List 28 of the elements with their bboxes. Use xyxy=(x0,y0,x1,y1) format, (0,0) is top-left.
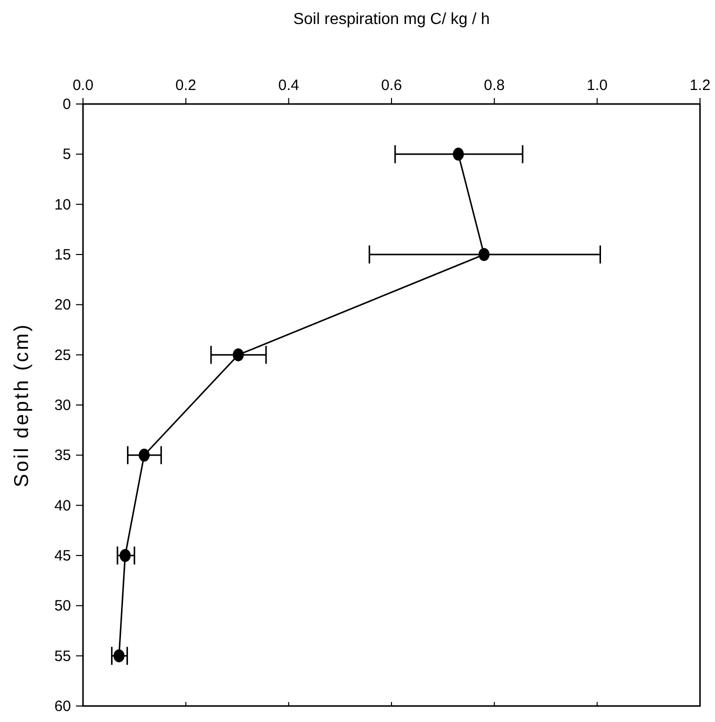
point xyxy=(113,649,124,662)
y-tick-label: 45 xyxy=(54,548,71,564)
y-tick-label: 5 xyxy=(62,146,71,164)
y-tick-label: 20 xyxy=(54,296,71,314)
x-tick-label: 0.8 xyxy=(484,77,505,94)
y-tick-label: 60 xyxy=(54,698,71,715)
x-tick-label: 0.6 xyxy=(381,77,402,94)
point xyxy=(120,549,131,562)
y-tick-label: 30 xyxy=(54,397,71,414)
x-tick-label: 0.0 xyxy=(72,77,94,94)
x-tick-label: 0.2 xyxy=(175,77,196,94)
point xyxy=(478,248,490,261)
x-tick-label: 1.0 xyxy=(586,77,608,94)
y-axis-title: Soil depth (cm) xyxy=(11,322,33,488)
point xyxy=(452,148,464,161)
point xyxy=(138,448,150,462)
y-tick-label: 25 xyxy=(54,346,71,364)
y-tick-label: 50 xyxy=(54,598,71,615)
point xyxy=(232,348,244,362)
y-tick-label: 0 xyxy=(62,96,71,113)
y-tick-label: 10 xyxy=(54,196,71,214)
x-axis-title: Soil respiration mg C/ kg / h xyxy=(293,11,490,28)
y-tick-label: 40 xyxy=(54,497,71,514)
y-tick-label: 55 xyxy=(54,648,71,665)
x-tick-label: 1.2 xyxy=(690,77,710,94)
y-tick-label: 15 xyxy=(54,246,71,264)
x-tick-label: 0.4 xyxy=(278,77,300,94)
y-tick-label: 35 xyxy=(54,447,71,464)
